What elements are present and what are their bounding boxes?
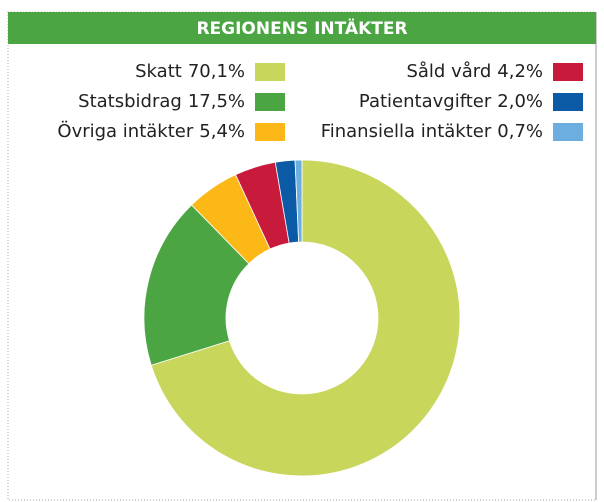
legend-value: 0,7% [497, 121, 543, 142]
legend-swatch [255, 93, 285, 111]
donut-slice [294, 159, 303, 243]
legend-value: 4,2% [497, 61, 543, 82]
legend-label: Statsbidrag 17,5% [78, 91, 245, 112]
legend-label: Såld vård 4,2% [406, 61, 543, 82]
legend-name: Skatt [135, 61, 182, 82]
legend-value: 17,5% [188, 91, 245, 112]
chart-title: REGIONENS INTÄKTER [196, 17, 407, 39]
legend-label: Finansiella intäkter 0,7% [321, 121, 543, 142]
legend-value: 70,1% [188, 61, 245, 82]
legend-name: Övriga intäkter [57, 120, 193, 142]
legend-swatch [553, 123, 583, 141]
legend-swatch [553, 63, 583, 81]
header [8, 12, 596, 44]
legend-name: Statsbidrag [78, 91, 182, 112]
legend-name: Finansiella intäkter [321, 121, 492, 142]
donut-slice [143, 204, 250, 366]
legend-swatch [553, 93, 583, 111]
legend-name: Såld vård [406, 61, 491, 82]
legend-value: 5,4% [199, 121, 245, 142]
legend-value: 2,0% [497, 91, 543, 112]
legend-swatch [255, 63, 285, 81]
legend-swatch [255, 123, 285, 141]
legend-label: Patientavgifter 2,0% [359, 91, 543, 112]
legend-label: Skatt 70,1% [135, 61, 245, 82]
legend-name: Patientavgifter [359, 91, 492, 112]
legend-label: Övriga intäkter 5,4% [57, 120, 245, 142]
donut-slice [150, 159, 461, 477]
